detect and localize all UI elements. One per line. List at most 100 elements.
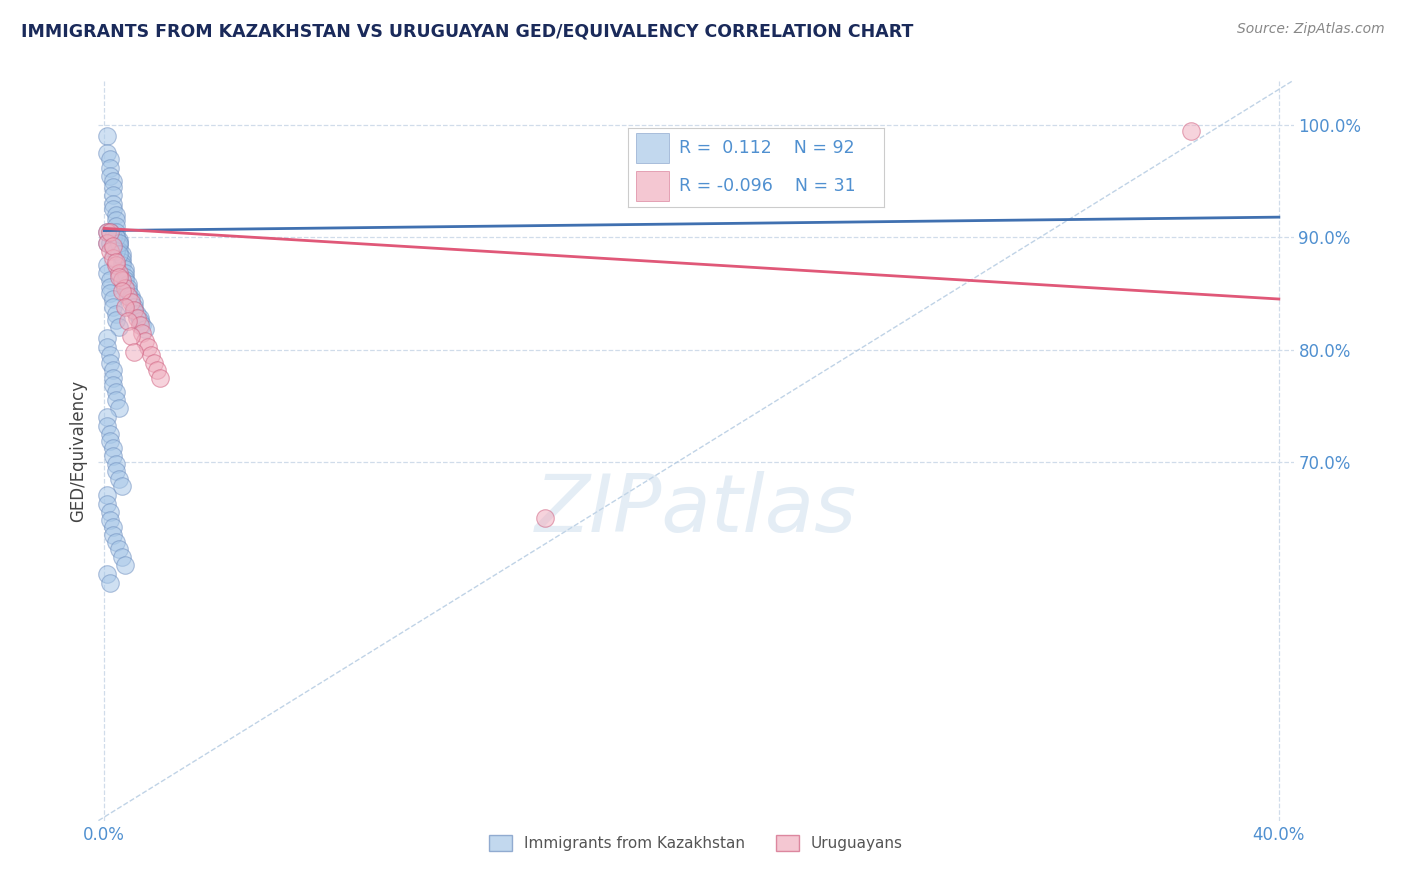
Point <box>134 334 156 348</box>
Point <box>114 269 136 284</box>
Legend: Immigrants from Kazakhstan, Uruguayans: Immigrants from Kazakhstan, Uruguayans <box>482 830 910 857</box>
Point <box>98 513 121 527</box>
Point <box>105 307 128 321</box>
Point <box>111 273 134 287</box>
Point <box>108 471 131 485</box>
Point <box>125 311 148 326</box>
Point <box>114 266 136 280</box>
Point <box>101 292 124 306</box>
Point <box>96 331 118 345</box>
Point <box>105 225 128 239</box>
Point <box>96 497 118 511</box>
Text: ZIPatlas: ZIPatlas <box>534 471 858 549</box>
Point <box>98 225 121 239</box>
Point <box>141 348 163 362</box>
Point <box>101 239 124 253</box>
Point <box>138 340 160 354</box>
Point <box>96 340 118 354</box>
Point <box>111 255 134 269</box>
Point <box>122 303 145 318</box>
Point <box>117 281 139 295</box>
Point <box>120 329 142 343</box>
Point <box>120 288 142 302</box>
Point <box>101 378 124 392</box>
Point <box>96 225 118 239</box>
Point <box>131 318 153 332</box>
Point <box>105 385 128 400</box>
Point <box>105 219 128 233</box>
Point <box>533 510 555 524</box>
Point <box>128 314 150 328</box>
Point <box>101 230 124 244</box>
Point <box>101 520 124 534</box>
Point <box>108 239 131 253</box>
Point <box>96 409 118 424</box>
Point <box>96 235 118 250</box>
Point <box>101 449 124 463</box>
Point <box>131 326 153 340</box>
Point <box>105 457 128 471</box>
Point <box>120 292 142 306</box>
Text: R = -0.096    N = 31: R = -0.096 N = 31 <box>679 178 856 195</box>
Point <box>105 313 128 327</box>
Point <box>96 488 118 502</box>
Point <box>101 179 124 194</box>
Point <box>120 295 142 310</box>
Point <box>96 225 118 239</box>
Point <box>111 251 134 265</box>
Point <box>105 255 128 269</box>
Point <box>98 348 121 362</box>
Point <box>128 318 150 332</box>
Point <box>108 320 131 334</box>
Point <box>96 146 118 161</box>
Point <box>149 370 172 384</box>
Point <box>1180 124 1202 138</box>
Point <box>114 300 136 314</box>
Y-axis label: GED/Equivalency: GED/Equivalency <box>69 379 87 522</box>
Point <box>98 161 121 175</box>
Point <box>125 307 148 321</box>
Point <box>108 247 131 261</box>
Point <box>98 273 121 287</box>
Point <box>101 174 124 188</box>
Point <box>98 575 121 590</box>
Point <box>105 244 128 258</box>
Point <box>111 549 134 564</box>
Point <box>101 300 124 314</box>
Point <box>117 314 139 328</box>
Point <box>101 370 124 384</box>
Point <box>117 288 139 302</box>
Point <box>98 434 121 449</box>
Point <box>117 277 139 292</box>
Point <box>114 281 136 295</box>
Point <box>98 235 121 250</box>
Point <box>111 284 134 298</box>
Point <box>122 300 145 314</box>
Point <box>111 247 134 261</box>
Point <box>96 259 118 273</box>
Point <box>98 279 121 293</box>
Point <box>101 441 124 455</box>
Point <box>98 426 121 441</box>
Point <box>98 225 121 239</box>
Point <box>98 244 121 258</box>
Point <box>105 464 128 478</box>
Point <box>122 295 145 310</box>
Point <box>108 401 131 415</box>
Point <box>105 392 128 407</box>
FancyBboxPatch shape <box>636 171 669 201</box>
Point <box>101 196 124 211</box>
Text: IMMIGRANTS FROM KAZAKHSTAN VS URUGUAYAN GED/EQUIVALENCY CORRELATION CHART: IMMIGRANTS FROM KAZAKHSTAN VS URUGUAYAN … <box>21 22 914 40</box>
Point <box>98 169 121 183</box>
Point <box>114 558 136 572</box>
Point <box>101 187 124 202</box>
Point <box>146 362 169 376</box>
Point <box>114 273 136 287</box>
Point <box>134 322 156 336</box>
Point <box>101 362 124 376</box>
Point <box>108 266 131 280</box>
Point <box>108 233 131 247</box>
Point <box>105 259 128 273</box>
Point <box>96 235 118 250</box>
Point <box>128 311 150 326</box>
